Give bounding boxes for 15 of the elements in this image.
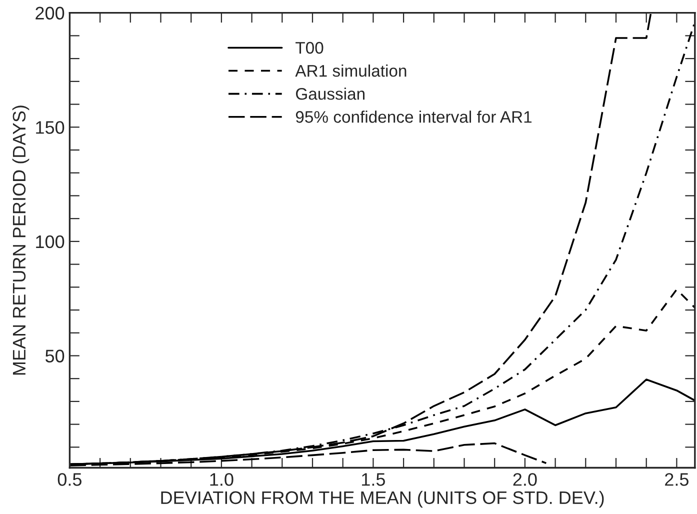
y-tick-label: 200: [36, 6, 64, 20]
legend-label: T00: [296, 42, 324, 54]
legend-label: Gaussian: [296, 88, 364, 100]
y-tick-label: 50: [45, 350, 64, 362]
legend-label: 95% confidence interval for AR1: [296, 110, 532, 123]
y-tick-label: 100: [36, 235, 64, 248]
y-axis-title: MEAN RETURN PERIOD (DAYS): [12, 106, 30, 375]
x-tick-label: 2.0: [513, 473, 537, 486]
y-tick-label: 150: [36, 121, 64, 134]
x-tick-label: 2.5: [665, 473, 688, 486]
legend-label: AR1 simulation: [295, 64, 406, 77]
x-tick-label: 1.5: [362, 473, 385, 486]
x-tick-label: 1.0: [210, 473, 234, 486]
x-axis-title: DEVIATION FROM THE MEAN (UNITS OF STD. DEV.): [161, 490, 604, 508]
x-tick-label: 0.5: [58, 473, 82, 486]
